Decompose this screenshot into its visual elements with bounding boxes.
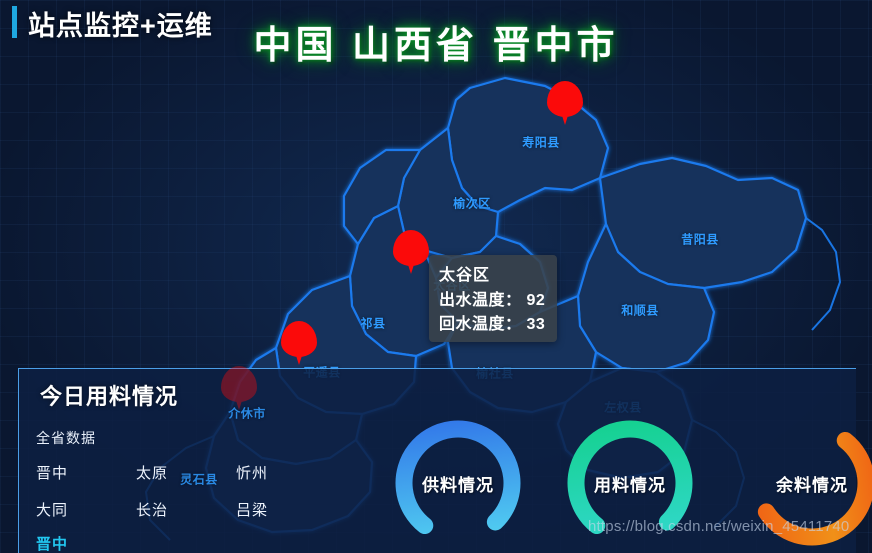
city-row: 大同 长治 吕梁: [36, 499, 336, 520]
donut-usage-label: 用料情况: [594, 475, 666, 495]
map-marker-shouyang[interactable]: [547, 81, 583, 117]
header-subtitle: 站点监控+运维: [28, 11, 213, 41]
donut-supply[interactable]: 供料情况: [390, 415, 526, 551]
map-tooltip: 太谷区 出水温度： 92 回水温度： 33: [429, 255, 558, 342]
donut-remaining-ring: [749, 420, 872, 546]
city-item-datong[interactable]: 大同: [36, 502, 69, 519]
panel-subtitle: 全省数据: [36, 430, 96, 446]
map-marker-qixian[interactable]: [281, 321, 317, 357]
city-item-lvliang[interactable]: 吕梁: [236, 502, 269, 519]
page-title: 中国 山西省 晋中市: [253, 25, 619, 67]
tooltip-out-temp: 出水温度： 92: [439, 292, 546, 309]
donut-remaining[interactable]: 余料情况: [744, 415, 872, 551]
tooltip-region-name: 太谷区: [439, 267, 491, 284]
city-item-jinzhong[interactable]: 晋中: [36, 465, 69, 482]
donut-supply-label: 供料情况: [422, 475, 494, 495]
city-selector-grid[interactable]: 晋中 太原 忻州 大同 长治 吕梁: [36, 462, 336, 536]
watermark: https://blog.csdn.net/weixin_45411740: [588, 518, 850, 535]
map-label-heshun: 和顺县: [621, 303, 659, 318]
map-marker-taigu[interactable]: [393, 230, 429, 266]
city-item-changzhi[interactable]: 长治: [136, 502, 169, 519]
map-label-yuci: 榆次区: [453, 196, 491, 211]
panel-title: 今日用料情况: [40, 384, 179, 409]
donut-usage[interactable]: 用料情况: [562, 415, 698, 551]
donut-supply-ring: [395, 420, 521, 546]
donut-usage-ring: [567, 420, 693, 546]
today-usage-panel: [18, 368, 856, 553]
map-marker-jiexiu[interactable]: [221, 366, 257, 402]
region-north-extra[interactable]: [342, 148, 422, 246]
header-accent-bar: [12, 6, 17, 38]
selected-city-label[interactable]: 晋中: [36, 536, 69, 553]
map-label-lingshi: 灵石县: [180, 472, 218, 487]
map-label-xiyang: 昔阳县: [681, 232, 719, 247]
map-label-qixian: 祁县: [360, 316, 386, 331]
tooltip-return-temp: 回水温度： 33: [439, 316, 546, 333]
city-item-xinzhou[interactable]: 忻州: [236, 465, 269, 482]
city-item-taiyuan[interactable]: 太原: [136, 465, 169, 482]
donut-remaining-label: 余料情况: [776, 475, 848, 495]
map-label-shouyang: 寿阳县: [522, 135, 560, 150]
city-row: 晋中 太原 忻州: [36, 462, 336, 483]
